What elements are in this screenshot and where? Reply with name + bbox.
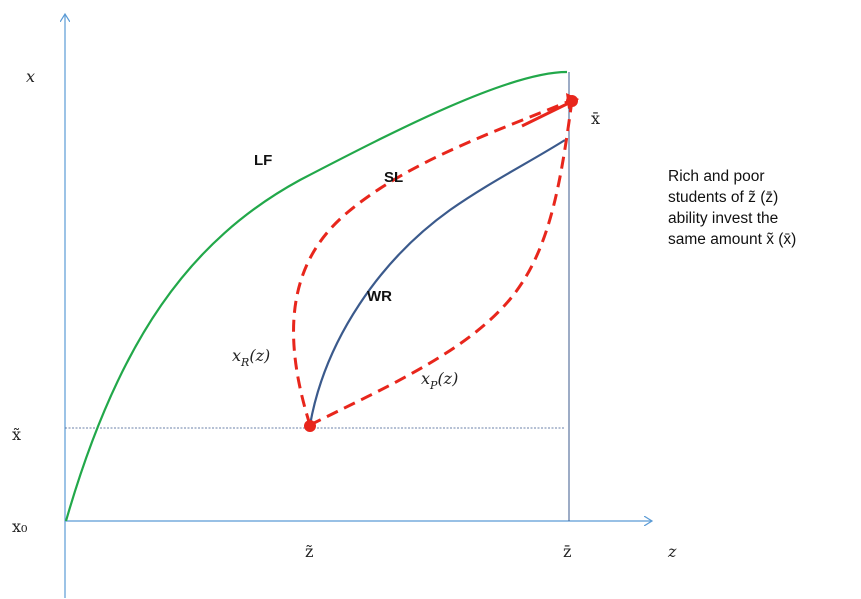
- x-axis-label: z: [667, 542, 677, 561]
- y-axis-label: x: [26, 67, 35, 86]
- y-origin-label: x₀: [12, 517, 27, 536]
- lf-label: LF: [254, 152, 272, 169]
- sl-label: SL: [384, 169, 403, 186]
- z-bar-label: z̄: [563, 542, 571, 561]
- annotation-line-2: students of z̃ (z̄): [668, 189, 779, 206]
- annotation-line-1: Rich and poor: [668, 168, 765, 185]
- x-poor-label: xP(z): [421, 369, 458, 392]
- x-bar-connector: [521, 98, 576, 128]
- x-rich-curve: [292, 98, 573, 426]
- annotation-line-4: same amount x̃ (x̄): [668, 231, 797, 248]
- annotation-text: Rich and poor students of z̃ (z̄) abilit…: [668, 166, 858, 250]
- x-bar-label: x̄: [591, 109, 600, 128]
- x-tilde-point: [304, 420, 316, 432]
- wr-label: WR: [367, 288, 392, 305]
- x-poor-curve: [309, 99, 574, 427]
- annotation-line-3: ability invest the: [668, 210, 779, 227]
- z-tilde-label: z̃: [305, 542, 313, 561]
- wr-curve: [308, 139, 566, 426]
- lf-curve: [64, 70, 568, 522]
- x-rich-label: xR(z): [232, 346, 270, 369]
- x-tilde-label: x̃: [12, 425, 21, 444]
- x-bar-point: [566, 95, 578, 107]
